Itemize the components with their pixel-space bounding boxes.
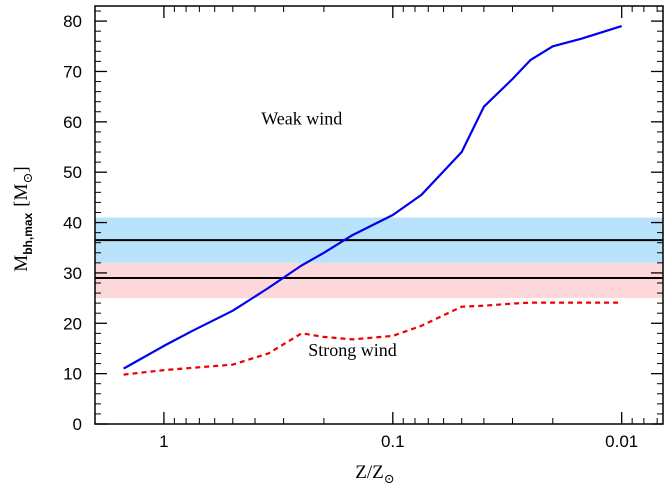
y-axis-title: Mbh,max[M⊙] [11,166,35,271]
series-lines [123,25,623,376]
series-line-0 [123,25,623,370]
bands [95,217,663,299]
y-tick-label: 30 [63,264,82,283]
y-tick-label: 10 [63,365,82,384]
x-axis-title: Z/Z⊙ [355,462,394,486]
axis-ticks [94,6,663,425]
reference-lines [95,239,663,279]
x-tick-label: 0.01 [605,432,638,451]
y-tick-label: 80 [63,12,82,31]
x-tick-label: 0.1 [381,432,405,451]
series-line-1 [123,301,622,376]
y-tick-label: 0 [73,415,82,434]
annotations: Weak wind Strong wind [261,108,397,360]
y-tick-label: 70 [63,62,82,81]
x-tick-label: 1 [159,432,168,451]
band-1 [95,262,663,299]
y-tick-label: 20 [63,314,82,333]
annotation-1: Strong wind [308,340,397,360]
plot-frame [94,5,664,425]
y-tick-label: 60 [63,113,82,132]
tick-labels: 0 10 20 30 40 50 60 70 80 1 0.1 0.01 [63,12,638,451]
y-tick-label: 40 [63,214,82,233]
annotation-0: Weak wind [261,108,342,128]
y-tick-label: 50 [63,163,82,182]
